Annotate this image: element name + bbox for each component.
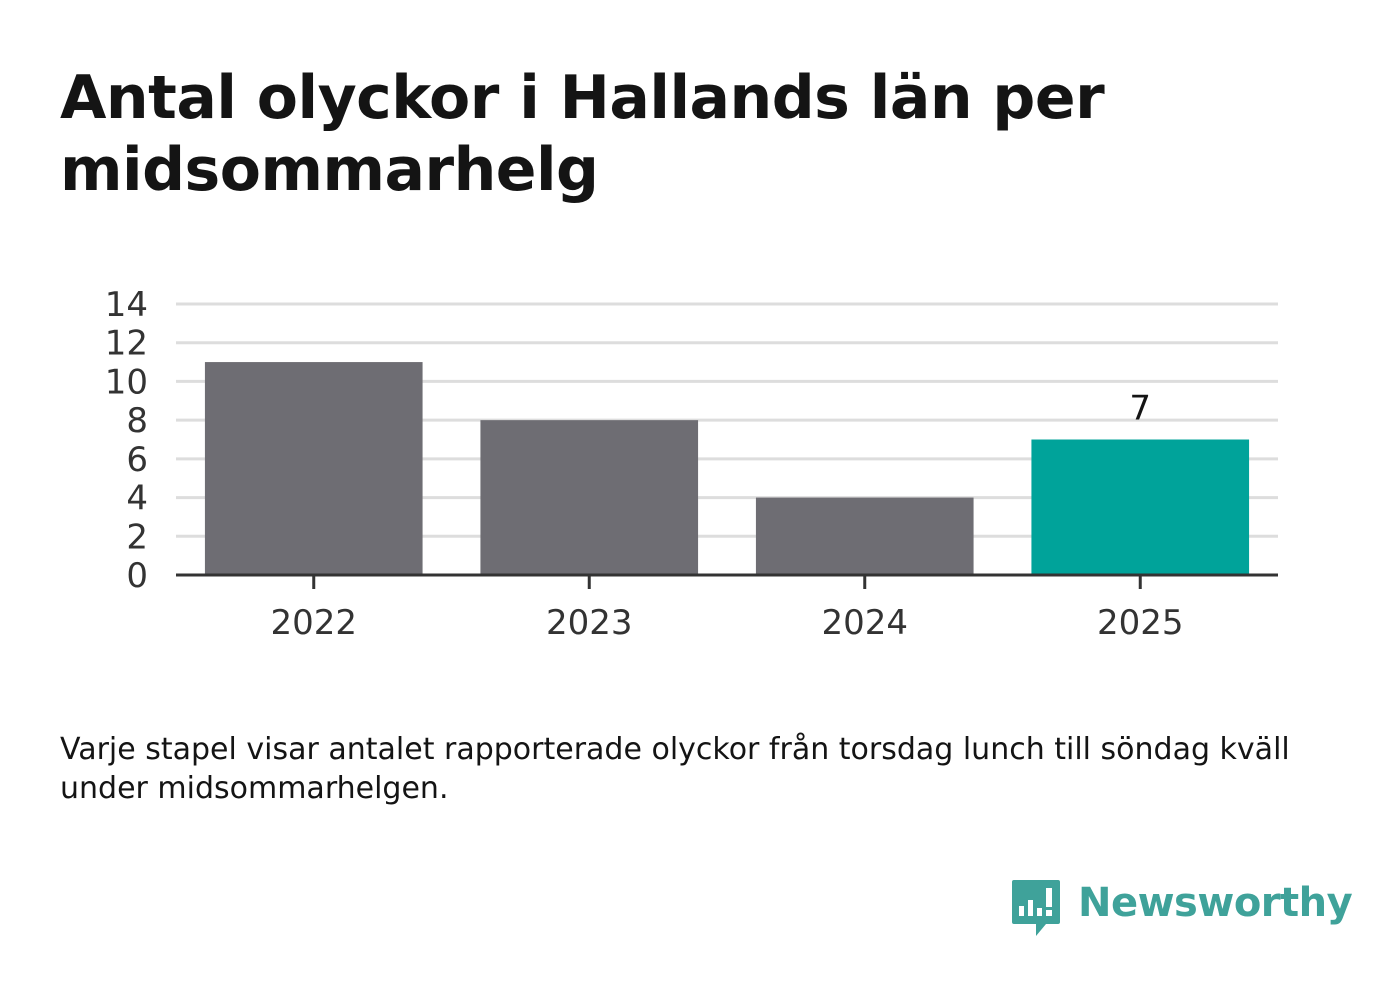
- y-tick-label: 8: [126, 401, 148, 441]
- bar-2024: [755, 497, 974, 575]
- chart-note: Varje stapel visar antalet rapporterade …: [60, 732, 1290, 806]
- y-tick-label: 4: [126, 479, 148, 519]
- bar-2022: [204, 362, 423, 575]
- x-tick-label: 2025: [1097, 603, 1184, 643]
- x-tick-label: 2023: [546, 603, 633, 643]
- y-tick-label: 0: [126, 556, 148, 596]
- bars: [204, 362, 1250, 575]
- bar-2025: [1031, 439, 1250, 575]
- x-axis-ticks: 2022 2023 2024 2025: [270, 603, 1183, 643]
- x-tick-label: 2024: [821, 603, 908, 643]
- y-tick-label: 14: [105, 285, 148, 325]
- data-labels: 7: [1129, 389, 1151, 429]
- y-tick-label: 12: [105, 324, 148, 364]
- bar-2023: [480, 420, 699, 575]
- brand-logo: Newsworthy: [1010, 878, 1353, 942]
- y-tick-label: 6: [126, 440, 148, 480]
- y-tick-label: 10: [105, 362, 148, 402]
- brand-name: Newsworthy: [1078, 880, 1353, 926]
- data-label-2025: 7: [1129, 389, 1151, 429]
- chart-title: Antal olyckor i Hallands län per midsomm…: [60, 63, 1105, 205]
- newsworthy-logo-icon: [1012, 880, 1060, 936]
- x-axis: [176, 573, 1278, 589]
- x-tick-label: 2022: [270, 603, 357, 643]
- y-tick-label: 2: [126, 517, 148, 557]
